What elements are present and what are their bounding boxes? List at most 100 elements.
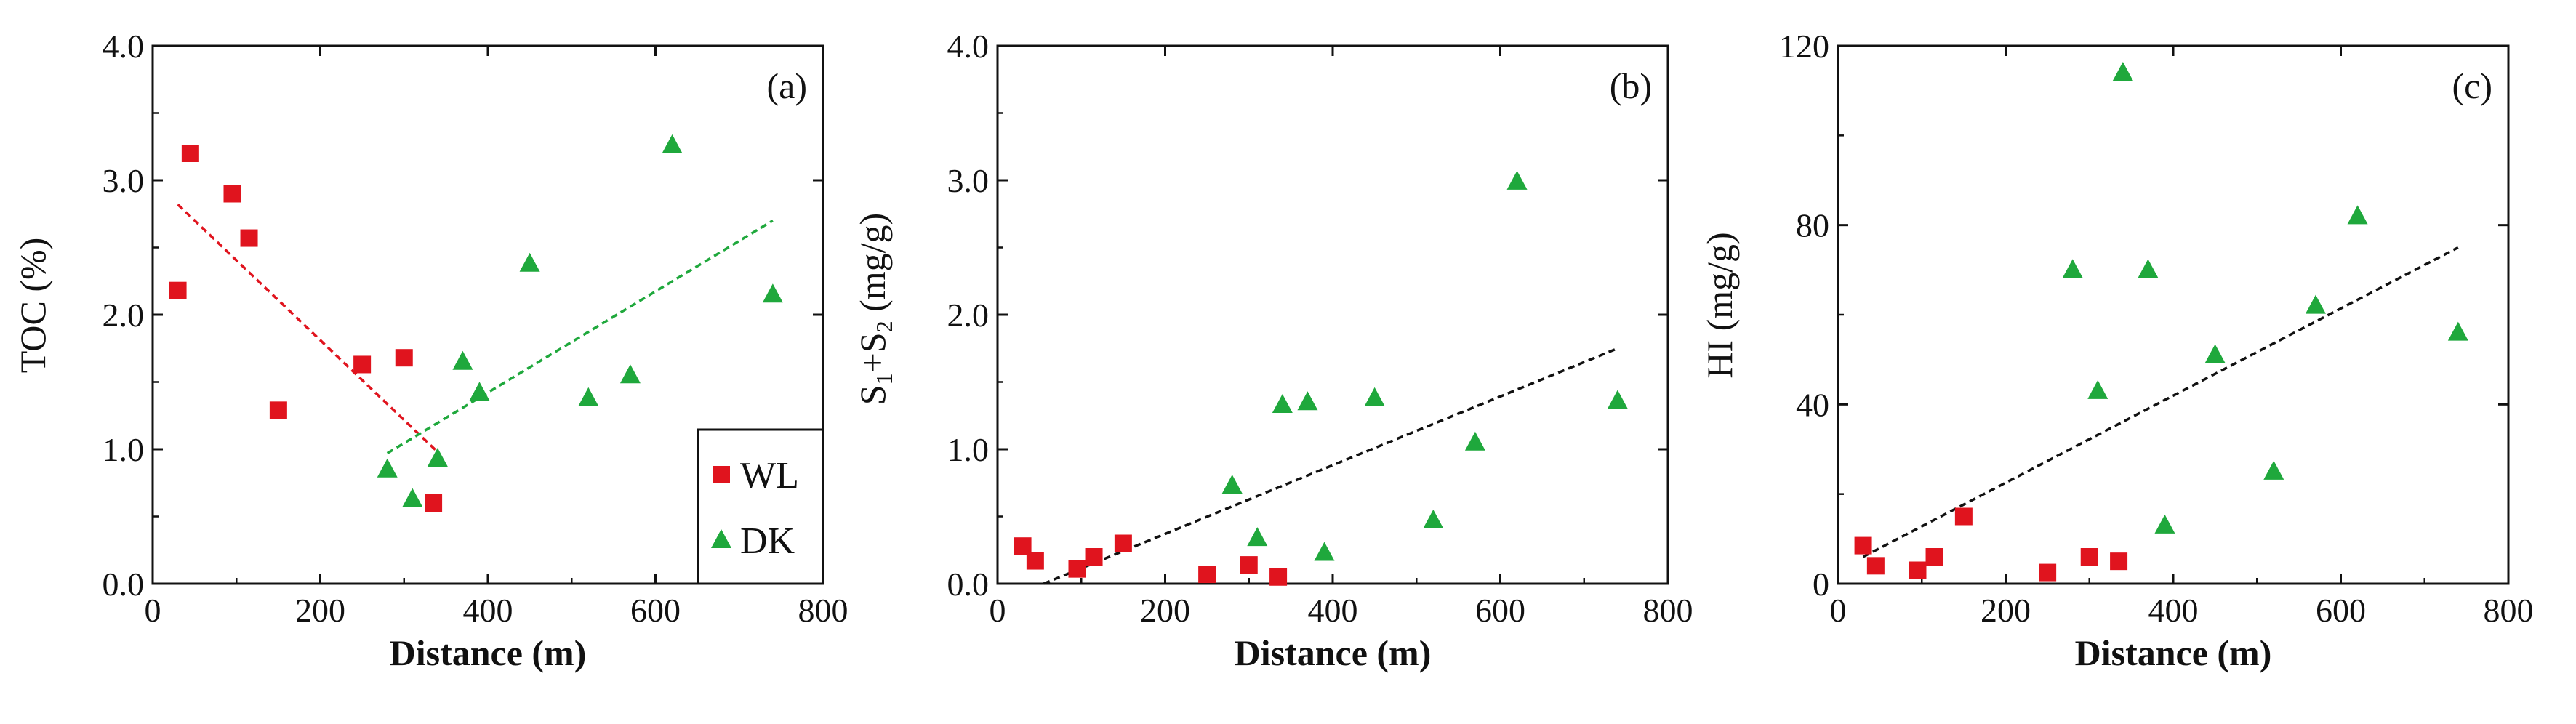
point-wl — [1026, 552, 1044, 570]
point-dk — [377, 458, 398, 478]
point-dk — [2138, 259, 2159, 278]
point-dk — [619, 364, 641, 384]
trendline-dk — [386, 220, 774, 455]
point-dk — [519, 252, 540, 272]
legend-label-dk: DK — [740, 520, 795, 562]
point-wl — [1854, 536, 1872, 555]
y-axis-title: S1+S2 (mg/g) — [852, 213, 897, 405]
x-tick-label: 600 — [2316, 592, 2366, 629]
point-dk — [1221, 474, 1243, 494]
point-dk — [1464, 431, 1485, 451]
y-tick-label: 3.0 — [103, 162, 145, 199]
y-axis-title-part: (mg/g) — [852, 213, 893, 321]
point-wl — [2110, 552, 2128, 571]
plot-frame — [1837, 44, 2510, 585]
point-dk — [469, 382, 490, 401]
point-wl — [1198, 566, 1216, 584]
x-axis-title: Distance (m) — [390, 632, 587, 673]
point-wl — [395, 349, 413, 367]
point-dk — [2154, 514, 2175, 534]
point-wl — [1085, 548, 1103, 566]
point-wl — [269, 401, 287, 419]
point-wl — [181, 145, 199, 162]
y-tick-label: 40 — [1796, 386, 1829, 423]
y-tick-label: 1.0 — [103, 431, 145, 468]
point-wl — [1240, 556, 1258, 574]
legend-marker-dk — [711, 529, 731, 548]
point-dk — [578, 387, 599, 406]
point-wl — [353, 355, 372, 374]
point-dk — [1297, 391, 1318, 411]
point-wl — [1114, 534, 1132, 552]
point-wl — [1269, 568, 1288, 586]
point-wl — [1014, 537, 1032, 555]
point-wl — [2039, 563, 2057, 582]
point-wl — [1866, 557, 1885, 575]
y-tick-label: 2.0 — [947, 297, 990, 334]
point-dk — [2305, 294, 2326, 314]
x-tick-label: 200 — [1981, 592, 2031, 629]
panel-a: 0 200 400 600 800 0.0 1.0 2.0 3.0 4.0 Distance (m)… — [12, 28, 848, 673]
y-axis-title-part: 2 — [871, 321, 897, 332]
x-tick-label: 0 — [1830, 592, 1847, 629]
point-dk — [427, 447, 448, 467]
point-dk — [1506, 170, 1528, 190]
point-dk — [1364, 387, 1385, 406]
y-axis-title-part: 1 — [871, 373, 897, 385]
y-tick-label: 1.0 — [947, 431, 990, 468]
point-dk — [762, 283, 783, 303]
trendline-all — [1862, 246, 2459, 558]
x-axis-title: Distance (m) — [2075, 632, 2272, 673]
x-tick-label: 800 — [798, 592, 848, 629]
point-dk — [1247, 527, 1268, 547]
y-tick-label: 120 — [1779, 28, 1829, 65]
point-wl — [1925, 548, 1943, 566]
x-tick-label: 400 — [2148, 592, 2199, 629]
y-tick-label: 2.0 — [103, 297, 145, 334]
point-dk — [1272, 393, 1293, 413]
y-axis-title: HI (mg/g) — [1699, 232, 1740, 378]
point-dk — [402, 488, 423, 507]
y-axis-title-part: +S — [852, 332, 893, 373]
y-tick-label: 4.0 — [947, 28, 990, 65]
point-dk — [452, 350, 473, 370]
point-wl — [425, 494, 443, 512]
x-tick-label: 600 — [630, 592, 681, 629]
point-wl — [1909, 561, 1927, 579]
x-tick-label: 400 — [1308, 592, 1358, 629]
y-tick-label: 4.0 — [103, 28, 145, 65]
x-tick-label: 400 — [463, 592, 513, 629]
x-axis-title: Distance (m) — [1235, 632, 1432, 673]
y-tick-label: 80 — [1796, 207, 1829, 244]
point-dk — [1314, 542, 1335, 561]
panel-c: 0 200 400 600 800 0 40 80 120 Distance (m) HI (mg/… — [1699, 28, 2534, 673]
panel-label: (b) — [1610, 65, 1652, 106]
legend-label-wl: WL — [740, 455, 799, 496]
y-tick-label: 0 — [1813, 566, 1829, 603]
point-dk — [2062, 259, 2083, 278]
x-tick-label: 200 — [295, 592, 345, 629]
y-tick-label: 0.0 — [103, 566, 145, 603]
legend-box — [697, 428, 824, 585]
x-tick-label: 0 — [990, 592, 1006, 629]
y-axis-title-part: S — [852, 385, 893, 405]
y-tick-label: 0.0 — [947, 566, 990, 603]
point-wl — [2080, 548, 2098, 566]
point-dk — [2204, 344, 2226, 363]
point-dk — [2087, 379, 2108, 399]
x-tick-label: 800 — [1643, 592, 1693, 629]
x-tick-label: 600 — [1475, 592, 1525, 629]
point-wl — [1954, 507, 1973, 526]
legend-marker-wl — [713, 466, 730, 483]
point-wl — [223, 185, 241, 203]
point-wl — [1068, 560, 1086, 578]
point-dk — [2263, 460, 2284, 480]
point-dk — [2447, 321, 2468, 341]
point-wl — [169, 281, 187, 299]
point-dk — [2112, 62, 2133, 81]
x-tick-label: 200 — [1140, 592, 1190, 629]
panel-label: (a) — [767, 65, 808, 106]
point-dk — [1607, 390, 1628, 409]
point-dk — [1423, 510, 1444, 529]
